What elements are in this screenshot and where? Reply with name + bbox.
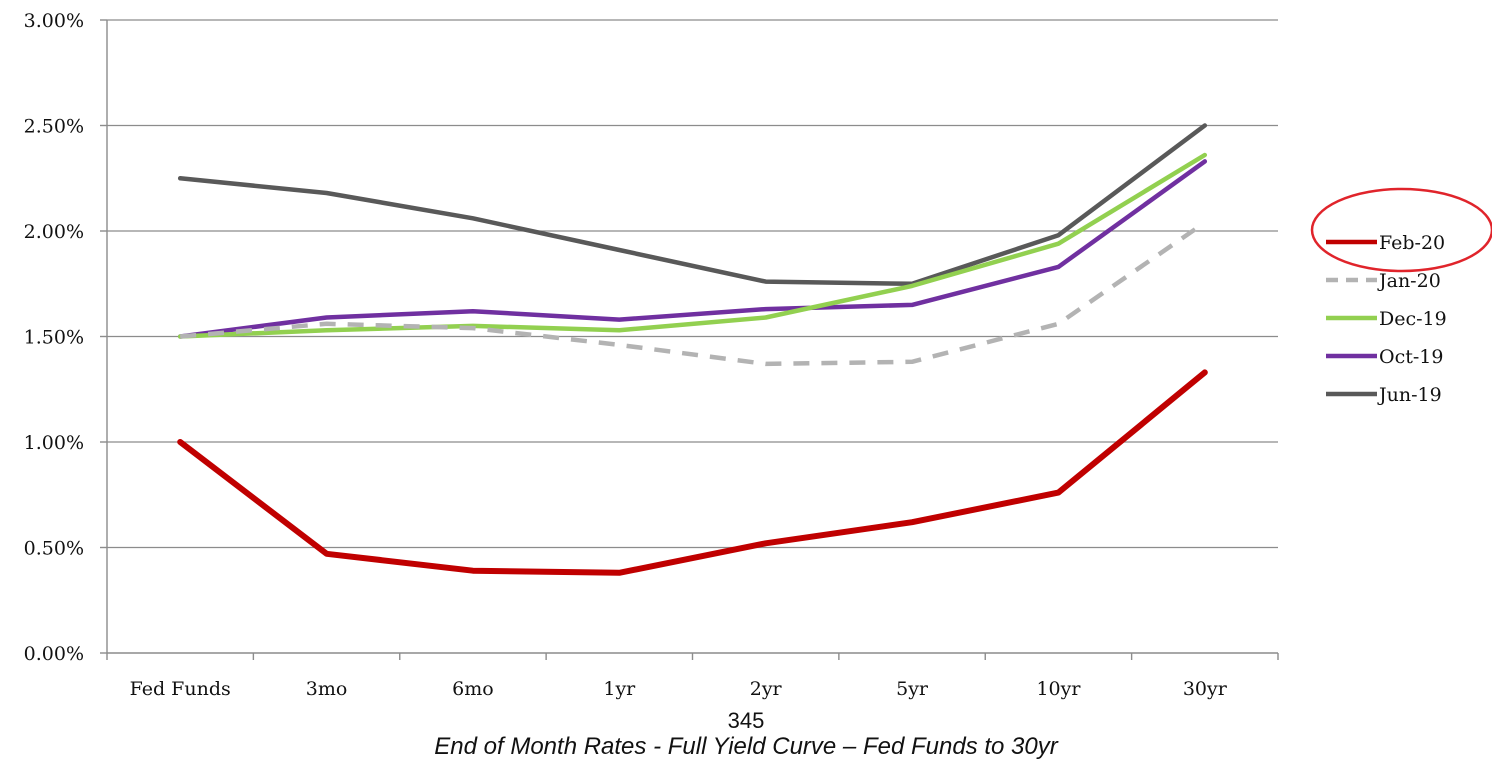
legend-label: Dec-19	[1379, 308, 1447, 330]
x-tick-label: 3mo	[306, 678, 348, 700]
chart-caption: End of Month Rates - Full Yield Curve – …	[434, 733, 1058, 760]
y-tick-label: 2.00%	[24, 221, 84, 243]
yield-curve-chart: 0.00% 0.50% 1.00% 1.50% 2.00% 2.50% 3.00% Fed …	[24, 10, 1492, 700]
legend-label: Feb-20	[1379, 232, 1445, 254]
y-axis-tick-labels: 0.00% 0.50% 1.00% 1.50% 2.00% 2.50% 3.00%	[24, 10, 84, 665]
x-tick-label: 10yr	[1036, 678, 1081, 700]
gridlines	[107, 19, 1278, 549]
legend-label: Jun-19	[1377, 384, 1442, 406]
y-tick-label: 3.00%	[24, 10, 84, 32]
series-line-feb-20	[177, 369, 1208, 576]
y-tick-label: 0.00%	[24, 643, 84, 665]
x-tick-label: 5yr	[896, 678, 929, 700]
x-tick-label: 30yr	[1183, 678, 1228, 700]
y-tick-label: 1.50%	[24, 327, 84, 349]
highlight-circle	[1310, 187, 1492, 273]
series-line-oct-19	[177, 159, 1208, 339]
x-tick-label: Fed Funds	[130, 678, 231, 700]
x-axis-tick-labels: Fed Funds 3mo 6mo 1yr 2yr 5yr 10yr 30yr	[130, 678, 1228, 700]
y-tick-label: 0.50%	[24, 538, 84, 560]
series-line-dec-19	[177, 152, 1208, 339]
y-tick-label: 2.50%	[24, 116, 84, 138]
series-lines	[177, 123, 1208, 576]
x-tick-label: 6mo	[452, 678, 494, 700]
x-tick-label: 2yr	[750, 678, 783, 700]
y-tick-label: 1.00%	[24, 432, 84, 454]
x-tick-label: 1yr	[603, 678, 636, 700]
legend: Feb-20 Jan-20 Dec-19 Oct-19 Jun-19	[1310, 187, 1492, 406]
series-line-jan-20	[180, 220, 1207, 367]
legend-label: Oct-19	[1379, 346, 1443, 368]
axes	[100, 19, 1279, 660]
legend-label: Jan-20	[1377, 270, 1441, 292]
page-number: 345	[727, 708, 765, 733]
series-line-jun-19	[177, 123, 1208, 287]
